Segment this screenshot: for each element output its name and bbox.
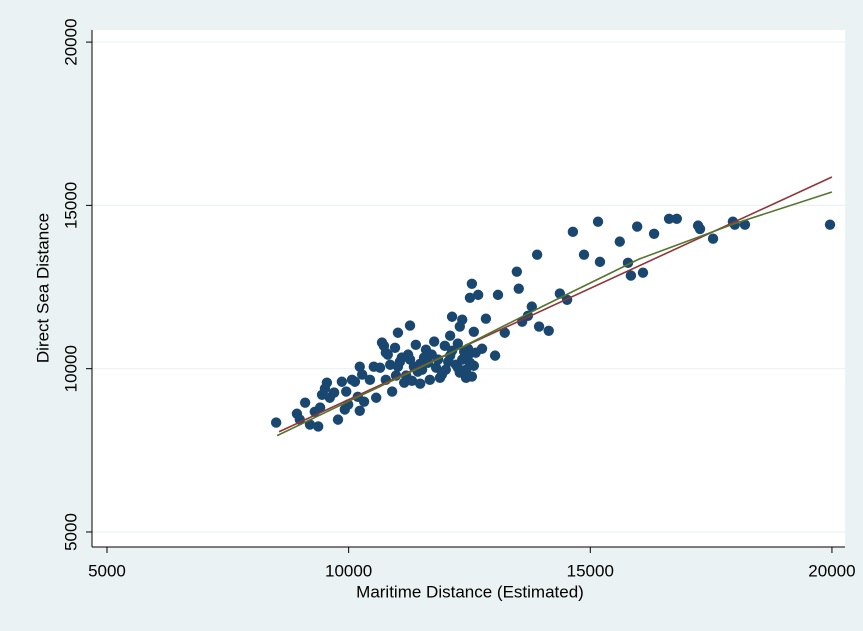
point bbox=[671, 213, 683, 224]
point bbox=[382, 349, 393, 360]
point bbox=[424, 374, 436, 385]
point bbox=[328, 387, 340, 398]
point bbox=[648, 228, 660, 239]
point bbox=[386, 386, 398, 397]
point bbox=[594, 256, 606, 268]
point bbox=[270, 417, 282, 428]
point bbox=[389, 342, 401, 353]
point bbox=[533, 321, 545, 332]
point bbox=[428, 336, 440, 347]
point bbox=[370, 392, 382, 403]
x-axis-title: Maritime Distance (Estimated) bbox=[356, 582, 584, 601]
point bbox=[406, 375, 418, 386]
point bbox=[480, 313, 492, 324]
y-tick-label: 5000 bbox=[61, 513, 80, 551]
point bbox=[614, 236, 625, 247]
y-tick-label: 10000 bbox=[61, 345, 80, 392]
point bbox=[349, 376, 361, 387]
point bbox=[299, 397, 311, 408]
point bbox=[464, 292, 476, 304]
point bbox=[410, 339, 422, 351]
point bbox=[511, 266, 523, 277]
fit-line bbox=[276, 191, 833, 437]
point bbox=[567, 226, 579, 238]
point bbox=[356, 369, 368, 380]
point bbox=[592, 216, 604, 227]
x-tick-label: 10000 bbox=[325, 561, 372, 580]
point bbox=[444, 330, 456, 341]
point bbox=[341, 386, 352, 397]
point bbox=[492, 289, 504, 301]
point bbox=[489, 350, 501, 361]
fit-line bbox=[278, 176, 833, 433]
point bbox=[314, 402, 326, 413]
point bbox=[637, 267, 649, 278]
point bbox=[468, 326, 480, 337]
point bbox=[739, 219, 751, 230]
y-tick-label: 20000 bbox=[61, 18, 80, 65]
point bbox=[526, 301, 538, 312]
point bbox=[440, 364, 451, 375]
point bbox=[354, 405, 365, 417]
point bbox=[631, 221, 643, 232]
x-tick-label: 15000 bbox=[567, 561, 614, 580]
point bbox=[694, 223, 706, 235]
x-tick-label: 5000 bbox=[88, 561, 126, 580]
point bbox=[321, 377, 333, 388]
y-axis-title: Direct Sea Distance bbox=[33, 213, 52, 363]
point bbox=[543, 325, 554, 336]
point bbox=[531, 249, 543, 260]
point bbox=[499, 327, 510, 338]
point bbox=[476, 343, 488, 354]
point bbox=[578, 249, 590, 260]
point bbox=[472, 289, 484, 301]
point bbox=[354, 361, 365, 372]
point bbox=[332, 414, 344, 425]
point bbox=[414, 378, 426, 389]
y-tick-label: 15000 bbox=[61, 182, 80, 229]
point bbox=[457, 314, 468, 325]
point bbox=[364, 374, 376, 385]
point bbox=[336, 376, 348, 387]
point bbox=[430, 362, 442, 373]
x-tick-label: 20000 bbox=[808, 561, 855, 580]
plot-area bbox=[92, 30, 845, 547]
point bbox=[707, 233, 719, 244]
point bbox=[513, 283, 524, 294]
point bbox=[358, 396, 370, 407]
point bbox=[374, 362, 386, 373]
point bbox=[824, 219, 836, 230]
point bbox=[663, 213, 675, 224]
point bbox=[446, 311, 458, 322]
point bbox=[404, 320, 416, 331]
point bbox=[466, 371, 478, 382]
point bbox=[392, 327, 404, 338]
point bbox=[468, 360, 480, 371]
point bbox=[452, 338, 464, 349]
point bbox=[294, 414, 306, 425]
point bbox=[625, 270, 637, 281]
point bbox=[312, 421, 324, 432]
point bbox=[466, 278, 478, 289]
